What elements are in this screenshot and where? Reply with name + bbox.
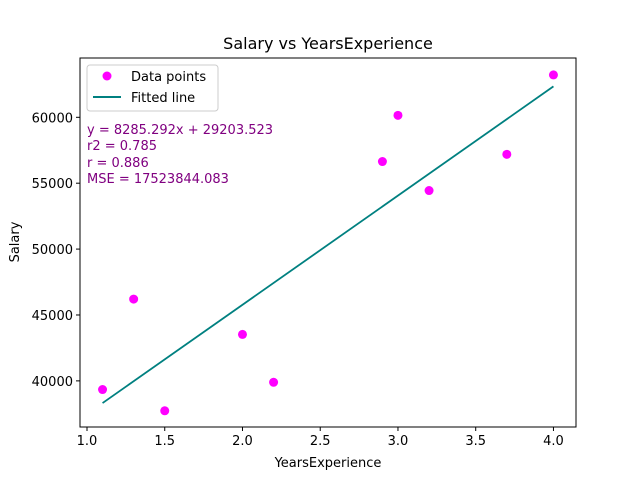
chart-title: Salary vs YearsExperience [223, 34, 433, 53]
annotation-mse: MSE = 17523844.083 [87, 172, 229, 187]
x-tick-label: 4.0 [543, 434, 564, 449]
fitted-line-layer [102, 85, 554, 404]
y-tick-label: 60000 [32, 111, 73, 126]
legend-label-data-points: Data points [131, 70, 206, 85]
y-axis-label: Salary [8, 221, 23, 262]
legend-label-fitted-line: Fitted line [131, 91, 195, 106]
annotation-r: r = 0.886 [87, 156, 149, 171]
y-tick-label: 55000 [32, 177, 73, 192]
data-point-9 [502, 149, 512, 159]
data-point-7 [393, 110, 403, 120]
fitted-line [102, 85, 554, 404]
legend: Data points Fitted line [86, 64, 219, 112]
annotation-equation: y = 8285.292x + 29203.523 [87, 123, 273, 138]
x-tick-label: 3.0 [388, 434, 409, 449]
data-point-6 [377, 157, 387, 167]
x-tick-label: 1.0 [77, 434, 98, 449]
data-point-1 [98, 385, 108, 395]
y-axis-ticks: 40000 45000 50000 55000 60000 [32, 111, 80, 390]
x-tick-label: 2.0 [232, 434, 253, 449]
annotation-r2: r2 = 0.785 [87, 139, 157, 154]
x-axis-label: YearsExperience [274, 456, 382, 471]
regression-annotation: y = 8285.292x + 29203.523 r2 = 0.785 r =… [87, 123, 273, 187]
data-point-10 [548, 70, 558, 80]
y-tick-label: 50000 [32, 243, 73, 258]
x-tick-label: 2.5 [310, 434, 331, 449]
x-tick-label: 3.5 [465, 434, 486, 449]
data-point-4 [237, 329, 247, 339]
legend-box [86, 64, 219, 112]
data-point-2 [129, 294, 139, 304]
y-tick-label: 45000 [32, 309, 73, 324]
y-tick-label: 40000 [32, 375, 73, 390]
data-point-8 [424, 186, 434, 196]
data-point-3 [160, 406, 170, 416]
axes-frame [79, 57, 577, 428]
data-point-5 [269, 377, 279, 387]
legend-marker-data-points [102, 71, 112, 81]
x-tick-label: 1.5 [154, 434, 175, 449]
x-axis-ticks: 1.0 1.5 2.0 2.5 3.0 3.5 4.0 [77, 427, 564, 449]
data-points-layer [98, 70, 558, 416]
